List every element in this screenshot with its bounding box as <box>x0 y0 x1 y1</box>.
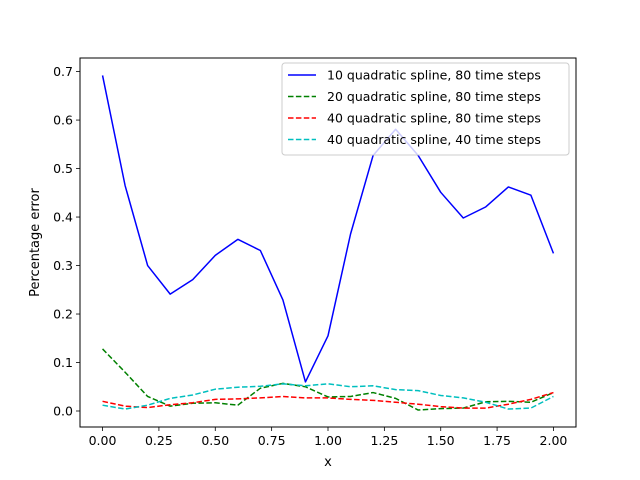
y-tick-label: 0.0 <box>53 403 73 418</box>
x-tick-label: 1.25 <box>370 433 398 448</box>
x-tick-label: 1.00 <box>314 433 342 448</box>
plot-area <box>101 75 555 411</box>
x-axis: 0.00 0.25 0.50 0.75 1.00 1.25 1.50 1.75 2.00 <box>89 427 568 448</box>
y-tick-label: 0.7 <box>53 64 73 79</box>
legend-label: 40 quadratic spline, 80 time steps <box>327 111 541 126</box>
y-tick-label: 0.3 <box>53 258 73 273</box>
legend: 10 quadratic spline, 80 time steps 20 qua… <box>281 62 570 156</box>
x-axis-label: x <box>324 455 332 470</box>
x-tick-label: 1.75 <box>483 433 511 448</box>
x-tick-label: 2.00 <box>540 433 568 448</box>
legend-label: 20 quadratic spline, 80 time steps <box>327 89 541 104</box>
legend-box <box>281 62 570 156</box>
x-tick-label: 0.25 <box>145 433 173 448</box>
y-tick-label: 0.4 <box>53 210 73 225</box>
y-tick-label: 0.1 <box>53 355 73 370</box>
series-line-1 <box>101 75 555 383</box>
y-tick-label: 0.2 <box>53 307 73 322</box>
y-tick-label: 0.5 <box>53 161 73 176</box>
y-axis: 0.0 0.1 0.2 0.3 0.4 0.5 0.6 0.7 <box>53 64 80 418</box>
legend-label: 10 quadratic spline, 80 time steps <box>327 68 541 83</box>
series-line-4 <box>102 383 554 410</box>
x-tick-label: 1.50 <box>427 433 455 448</box>
series-line-3 <box>102 391 554 409</box>
y-tick-label: 0.6 <box>53 113 73 128</box>
x-tick-label: 0.00 <box>89 433 117 448</box>
series-line-2 <box>102 348 554 411</box>
x-tick-label: 0.75 <box>258 433 286 448</box>
x-tick-label: 0.50 <box>201 433 229 448</box>
y-axis-label: Percentage error <box>28 187 43 296</box>
legend-label: 40 quadratic spline, 40 time steps <box>327 132 541 147</box>
